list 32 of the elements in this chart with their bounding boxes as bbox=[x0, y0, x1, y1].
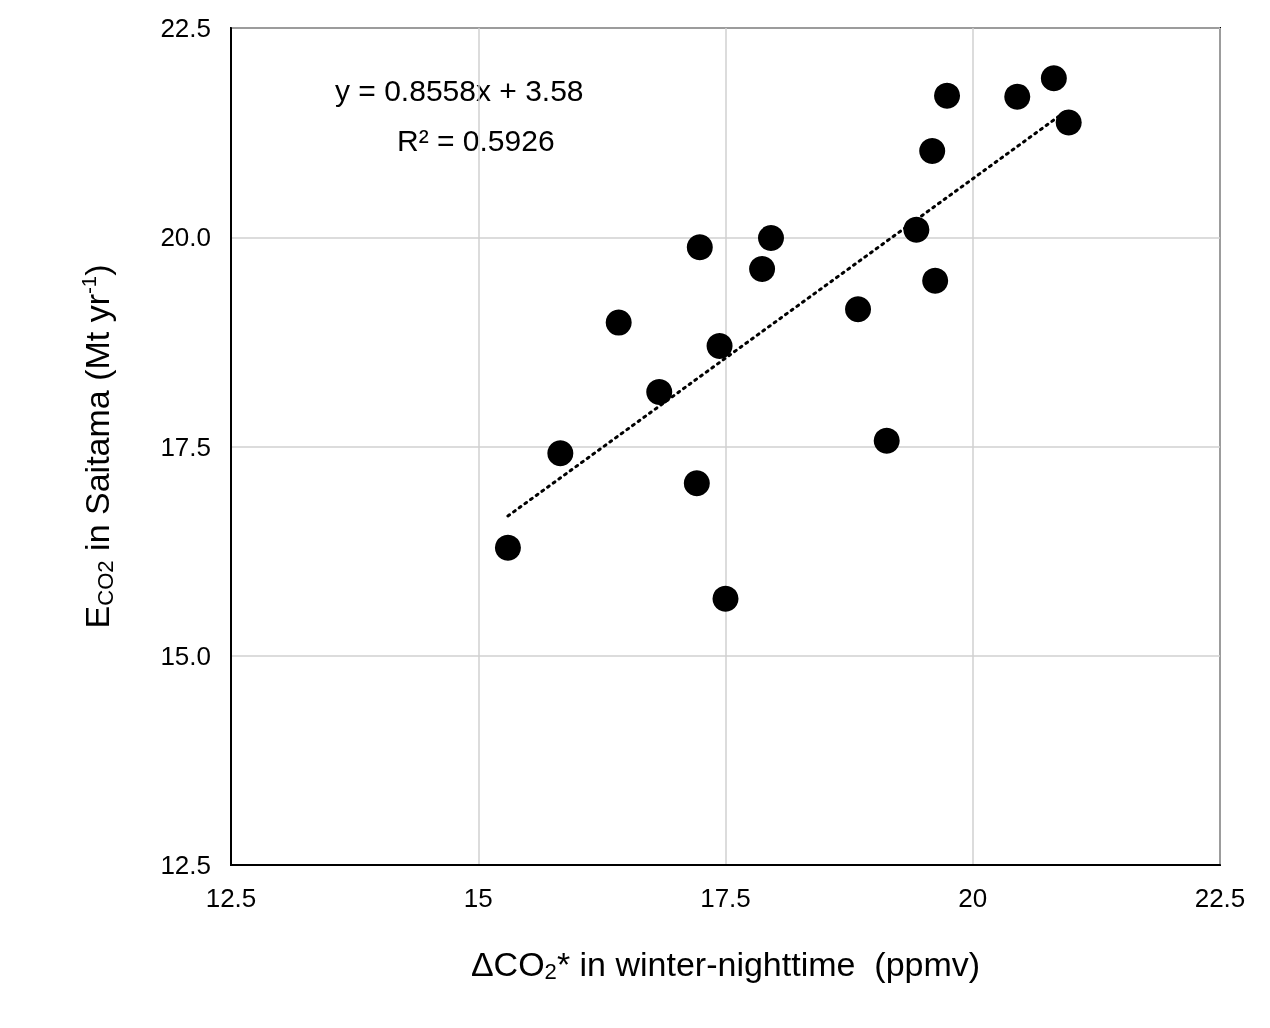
point bbox=[922, 267, 949, 294]
x-tick-label: 15 bbox=[463, 883, 493, 913]
point bbox=[494, 534, 521, 561]
point bbox=[758, 225, 784, 252]
annotation: y = 0.8558x + 3.58 bbox=[335, 73, 584, 107]
point bbox=[1004, 83, 1031, 110]
point bbox=[903, 216, 930, 243]
annotation: R² = 0.5926 bbox=[397, 123, 555, 157]
x-tick-label: 20 bbox=[958, 883, 988, 913]
y-axis-title: ECO2 in Saitama (Mt yr-1) bbox=[77, 264, 118, 629]
point bbox=[1040, 65, 1067, 92]
y-tick-label: 22.5 bbox=[160, 13, 211, 43]
point bbox=[873, 427, 900, 454]
point bbox=[1055, 109, 1082, 136]
y-tick-label: 15.0 bbox=[160, 640, 211, 671]
point bbox=[845, 296, 872, 323]
point bbox=[712, 585, 739, 612]
point bbox=[547, 440, 574, 467]
x-tick-label: 22.5 bbox=[1194, 883, 1246, 913]
point bbox=[706, 333, 733, 360]
y-tick-label: 12.5 bbox=[160, 850, 211, 880]
point bbox=[686, 234, 713, 261]
point bbox=[749, 256, 776, 283]
x-tick-label: 17.5 bbox=[700, 883, 751, 913]
point bbox=[646, 379, 673, 406]
point bbox=[934, 82, 961, 109]
point bbox=[919, 138, 946, 165]
y-tick-label: 17.5 bbox=[160, 431, 211, 462]
point bbox=[683, 470, 710, 497]
x-tick-label: 12.5 bbox=[205, 883, 257, 913]
point bbox=[605, 309, 632, 336]
y-tick-label: 20.0 bbox=[160, 222, 211, 253]
